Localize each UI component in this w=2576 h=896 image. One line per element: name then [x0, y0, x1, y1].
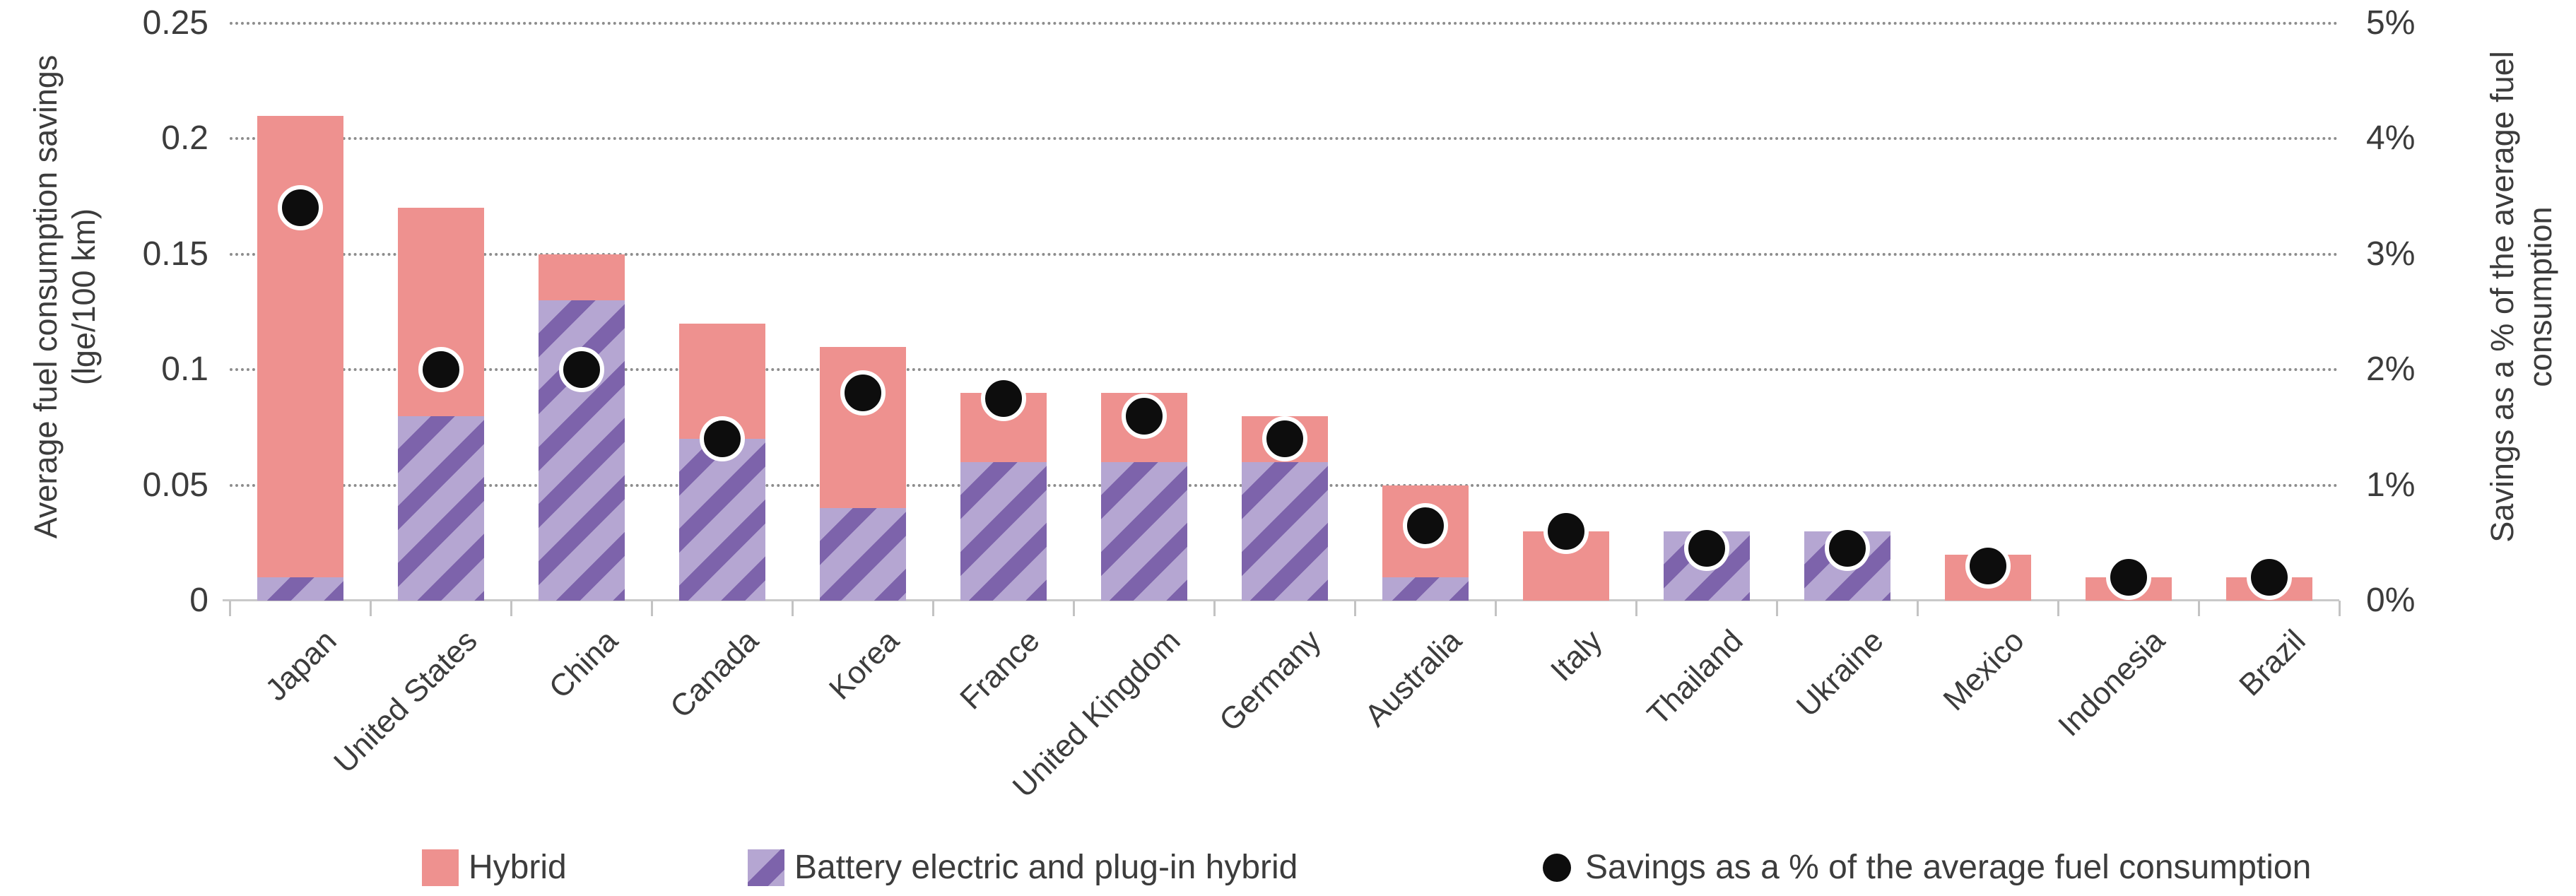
x-axis-tick [510, 601, 512, 616]
y-axis-tick-label: 0 [189, 582, 208, 619]
x-axis-label: United Kingdom [1006, 623, 1187, 805]
gridline [230, 368, 2339, 372]
y-axis-tick-label: 0.1 [161, 350, 208, 389]
x-axis-tick [2339, 601, 2341, 616]
right-axis-title-line2: consumption [2522, 206, 2558, 387]
percent-dot [2246, 555, 2292, 601]
x-axis-label: Italy [1543, 623, 1609, 688]
x-axis-tick [651, 601, 653, 616]
percent-dot [840, 370, 886, 415]
percent-dot [1965, 543, 2011, 589]
x-axis-label: Brazil [2232, 623, 2312, 703]
x-axis-label: China [542, 623, 625, 705]
bar-segment-bev-phev [538, 300, 625, 601]
percent-dot [1121, 393, 1167, 439]
gridline [230, 22, 2339, 25]
right-axis-title-line1: Savings as a % of the average fuel [2484, 51, 2520, 543]
bar-segment-bev-phev [1100, 461, 1187, 601]
x-axis-tick [1073, 601, 1075, 616]
x-axis-tick [2198, 601, 2200, 616]
x-axis-tick [1917, 601, 1919, 616]
right-axis-tick-label: 0% [2366, 582, 2416, 619]
right-axis-tick-label: 4% [2366, 119, 2416, 158]
x-axis-label: Germany [1212, 623, 1328, 738]
y-axis-tick-label: 0.05 [142, 466, 208, 504]
x-axis-label: Australia [1358, 623, 1469, 733]
gridline [230, 137, 2339, 141]
percent-dot [1261, 416, 1307, 462]
bar-segment-bev-phev [257, 577, 343, 601]
legend-label-bev-phev: Battery electric and plug-in hybrid [794, 849, 1298, 886]
x-axis-tick [792, 601, 794, 616]
x-axis-label: Thailand [1640, 623, 1750, 732]
x-axis-tick [932, 601, 934, 616]
percent-dot [1543, 508, 1589, 554]
bar-segment-bev-phev [1382, 577, 1469, 601]
y-axis-tick-label: 0.25 [142, 4, 208, 42]
x-axis-tick [1213, 601, 1216, 616]
x-axis-label: United States [327, 623, 484, 780]
bar-segment-bev-phev [1241, 461, 1328, 601]
x-axis-label: Ukraine [1789, 623, 1890, 724]
legend-swatch-bev-phev [748, 849, 784, 886]
x-axis-label: Japan [258, 623, 343, 708]
legend-label-savings-pct: Savings as a % of the average fuel consu… [1585, 849, 2312, 886]
x-axis-tick [1635, 601, 1637, 616]
y-axis-tick-label: 0.15 [142, 235, 208, 273]
right-axis-tick-label: 3% [2366, 235, 2416, 273]
x-axis-tick [1776, 601, 1778, 616]
x-axis-tick [370, 601, 372, 616]
legend-label-hybrid: Hybrid [469, 849, 567, 886]
percent-dot [980, 376, 1026, 422]
gridline [230, 252, 2339, 256]
bar-segment-bev-phev [678, 439, 765, 601]
x-axis-label: Indonesia [2051, 623, 2172, 743]
x-axis-label: Korea [822, 623, 906, 707]
right-axis-tick-label: 1% [2366, 466, 2416, 504]
percent-dot [558, 347, 604, 393]
bar-segment-bev-phev [397, 415, 484, 601]
x-axis-label: France [953, 623, 1047, 717]
percent-dot [699, 416, 745, 462]
x-axis-tick [229, 601, 231, 616]
percent-dot [1824, 526, 1870, 572]
right-axis-title: Savings as a % of the average fuel consu… [2483, 51, 2560, 542]
legend-swatch-hybrid [422, 849, 459, 886]
y-axis-tick-label: 0.2 [161, 119, 208, 158]
percent-dot [1402, 502, 1448, 548]
left-axis-title-line1: Average fuel consumption savings [28, 54, 64, 539]
right-axis-tick-label: 5% [2366, 4, 2416, 42]
x-axis-tick [1495, 601, 1497, 616]
x-axis-label: Canada [663, 623, 765, 725]
percent-dot [2105, 555, 2151, 601]
x-axis-tick [1354, 601, 1356, 616]
bar-segment-hybrid [538, 254, 625, 301]
x-axis-tick [2057, 601, 2059, 616]
legend-dot-icon [1543, 854, 1571, 882]
x-axis-label: Mexico [1936, 623, 2031, 718]
percent-dot [277, 185, 323, 231]
percent-dot [1683, 526, 1729, 572]
bar-segment-bev-phev [819, 508, 906, 601]
bar-segment-bev-phev [960, 461, 1047, 601]
right-axis-tick-label: 2% [2366, 350, 2416, 389]
percent-dot [418, 347, 464, 393]
